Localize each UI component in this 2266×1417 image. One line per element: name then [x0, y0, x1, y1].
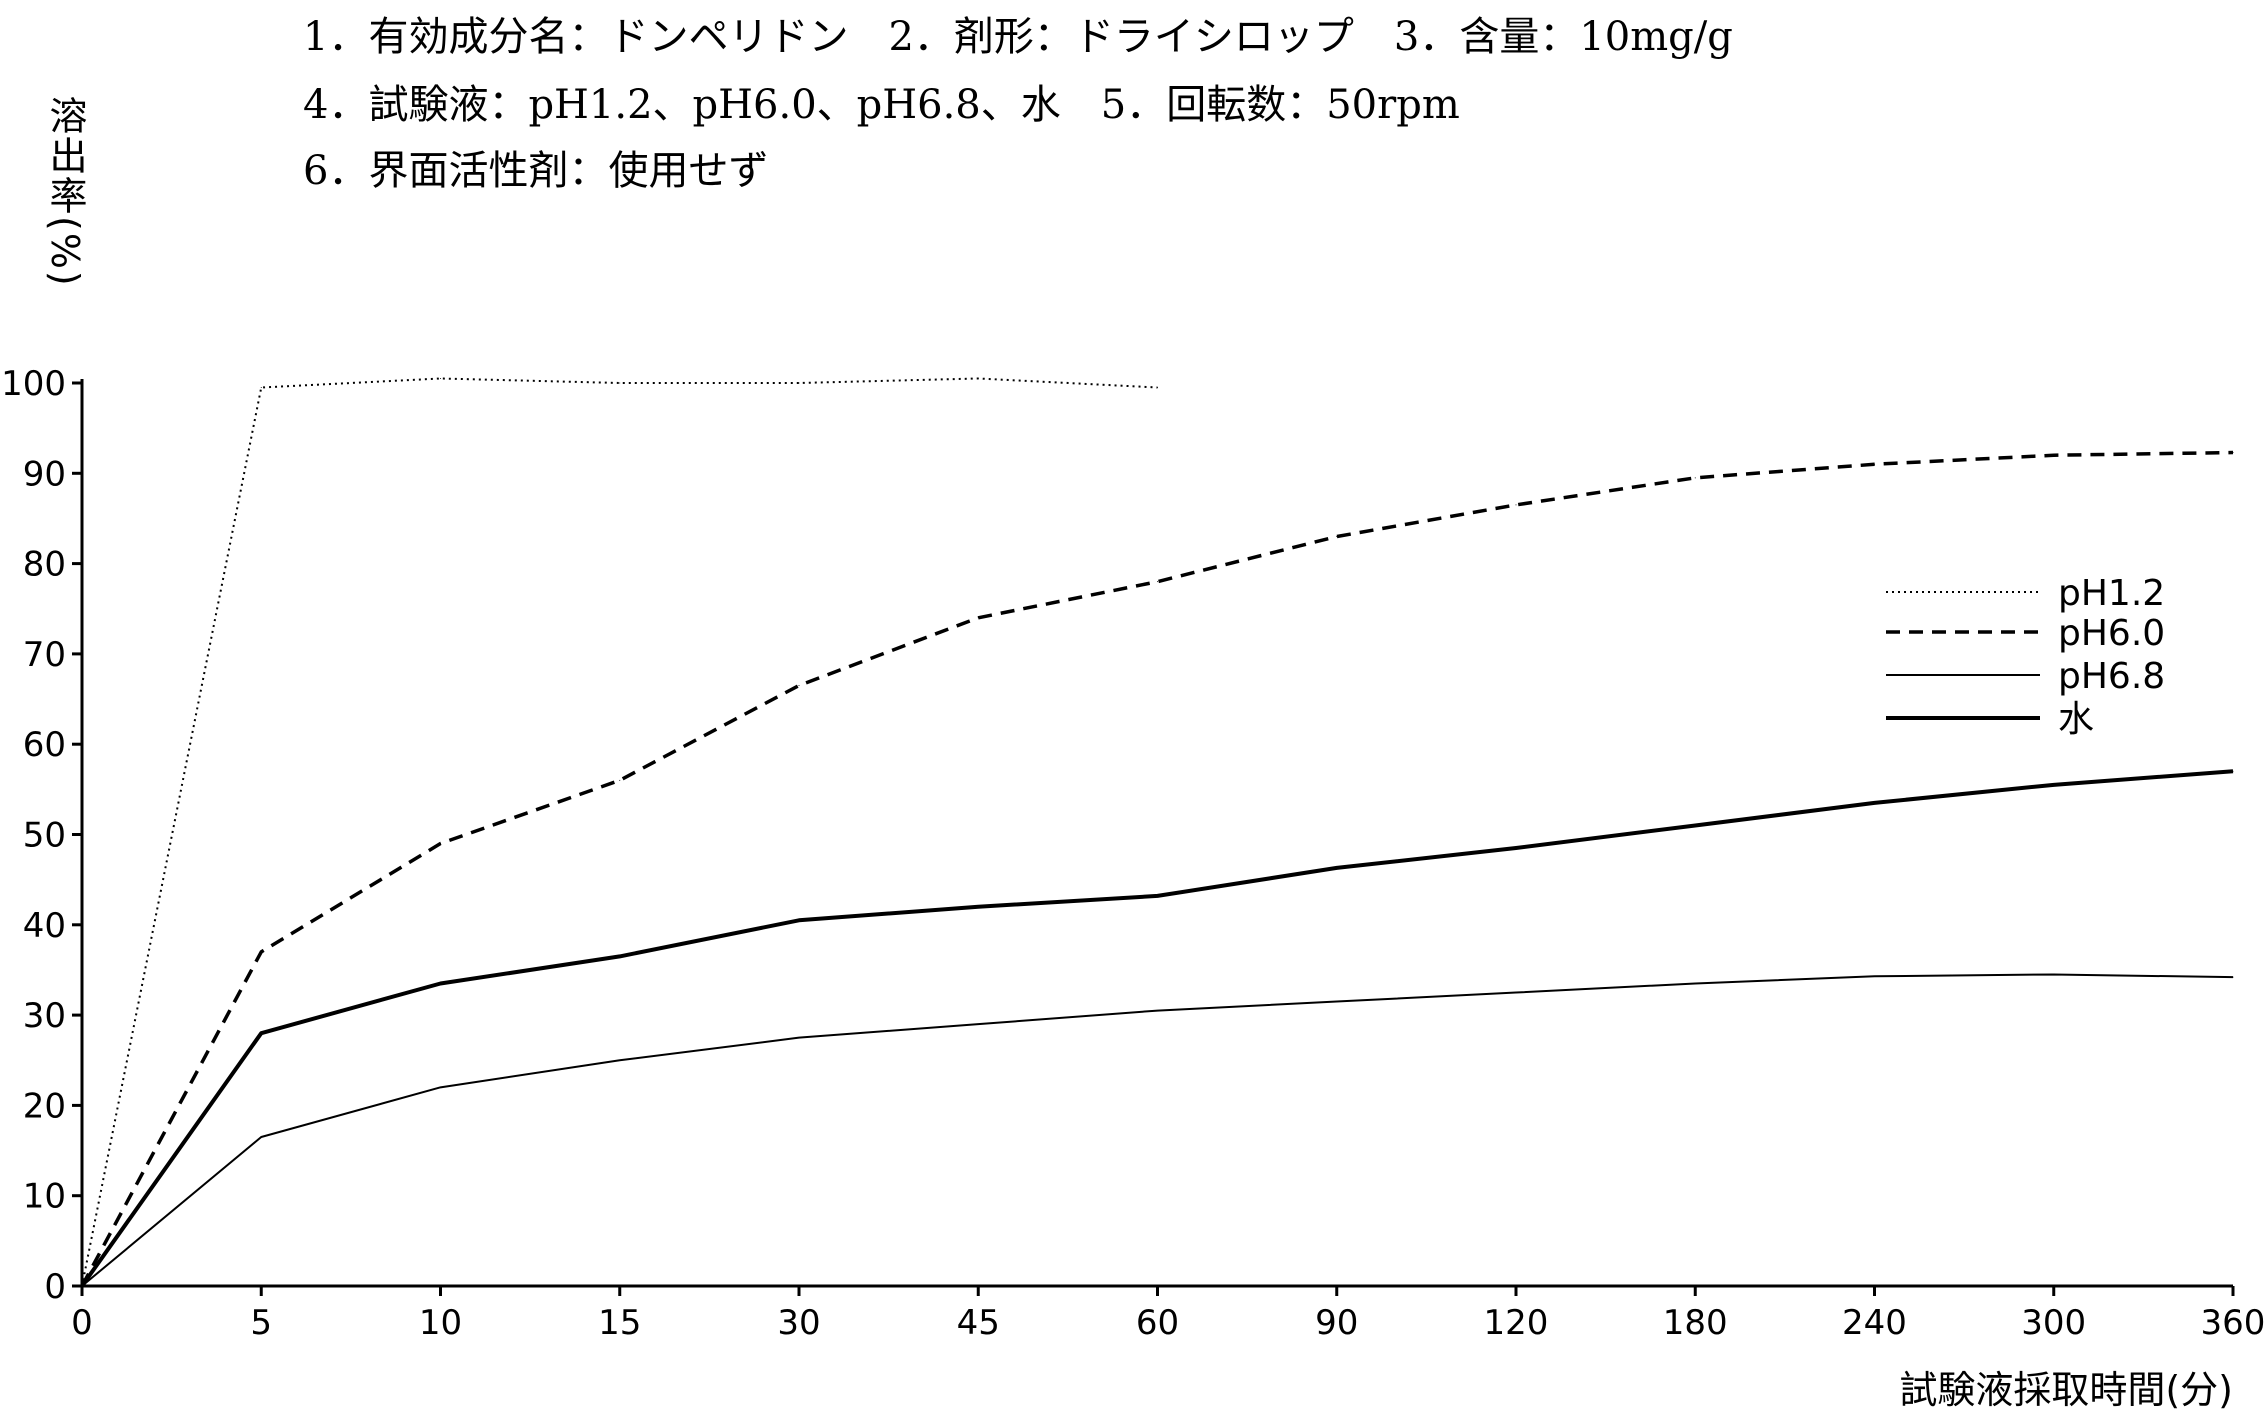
series-0-point — [260, 387, 262, 389]
x-tick-label: 300 — [2021, 1303, 2086, 1343]
series-3-point — [1694, 824, 1696, 826]
series-group — [80, 377, 2234, 1288]
series-0-point — [977, 377, 979, 379]
legend-label: pH6.8 — [2058, 656, 2165, 697]
series-3-point — [1874, 802, 1875, 804]
header-line-3: 6．界面活性剤：使用せず — [303, 148, 768, 194]
series-2-point — [1515, 992, 1517, 994]
series-0-point — [619, 382, 621, 384]
x-tick-label: 5 — [250, 1303, 272, 1343]
series-3-point — [1157, 895, 1158, 897]
series-3-point — [2232, 770, 2234, 772]
series-0-line — [81, 377, 1158, 1287]
series-3-point — [440, 982, 441, 984]
series-0-point — [440, 377, 441, 379]
series-3-point — [977, 906, 979, 908]
series-3-point — [619, 955, 621, 957]
series-3-point — [260, 1032, 262, 1034]
series-1-point — [1336, 536, 1338, 538]
series-1-point — [1515, 504, 1517, 506]
series-3-point — [81, 1285, 83, 1287]
x-axis-label: 試験液採取時間(分) — [1899, 1368, 2233, 1412]
header-line-1: 1．有効成分名：ドンペリドン 2．剤形：ドライシロップ 3．含量：10mg/g — [303, 14, 1733, 60]
x-tick-label: 10 — [419, 1303, 462, 1343]
legend-label: pH1.2 — [2058, 573, 2165, 614]
y-tick-label: 60 — [23, 725, 66, 765]
series-1-point — [1874, 463, 1875, 465]
series-0-point — [798, 382, 800, 384]
series-1-line — [80, 450, 2234, 1287]
y-tick-label: 90 — [23, 454, 66, 494]
series-1-point — [619, 779, 621, 781]
y-tick-label: 80 — [23, 545, 66, 585]
series-2-line — [81, 973, 2234, 1287]
series-2-point — [440, 1086, 441, 1088]
y-tick-label: 10 — [23, 1177, 66, 1217]
header-line-2: 4．試験液：pH1.2、pH6.0、pH6.8、水 5．回転数：50rpm — [303, 82, 1460, 128]
series-3-point — [1336, 867, 1338, 869]
series-2-point — [260, 1136, 262, 1138]
y-tick-label: 30 — [23, 996, 66, 1036]
x-tick-label: 15 — [598, 1303, 641, 1343]
series-2-point — [1694, 982, 1696, 984]
y-axis-label: 溶出率(%) — [43, 96, 87, 288]
x-tick-label: 0 — [71, 1303, 93, 1343]
series-3-line — [80, 769, 2234, 1288]
series-1-point — [440, 843, 441, 845]
series-3-point — [2053, 784, 2055, 786]
series-2-point — [619, 1059, 621, 1061]
y-tick-label: 50 — [23, 816, 66, 856]
series-2-point — [1336, 1001, 1338, 1003]
y-tick-label: 40 — [23, 906, 66, 946]
x-tick-label: 45 — [957, 1303, 1000, 1343]
y-tick-label: 0 — [44, 1267, 66, 1307]
series-2-point — [1157, 1010, 1158, 1012]
series-1-point — [1694, 477, 1696, 479]
series-2-point — [2232, 976, 2234, 978]
series-1-point — [2232, 452, 2234, 454]
x-tick-label: 120 — [1484, 1303, 1549, 1343]
series-2-point — [2053, 973, 2055, 975]
x-tick-label: 60 — [1136, 1303, 1179, 1343]
legend-label: 水 — [2058, 699, 2094, 740]
series-2-point — [1874, 975, 1875, 977]
series-1-point — [1157, 581, 1158, 583]
series-2-point — [798, 1037, 800, 1039]
y-tick-label: 100 — [1, 364, 66, 404]
y-tick-label: 70 — [23, 635, 66, 675]
series-2-point — [977, 1023, 979, 1025]
series-1-point — [798, 685, 800, 687]
y-tick-label: 20 — [23, 1086, 66, 1126]
x-tick-label: 180 — [1663, 1303, 1728, 1343]
series-1-point — [260, 951, 262, 953]
series-1-point — [977, 617, 979, 619]
series-3-point — [1515, 847, 1517, 849]
x-tick-label: 240 — [1842, 1303, 1907, 1343]
x-tick-label: 90 — [1315, 1303, 1358, 1343]
axes: 0 10 20 30 40 50 60 70 80 90 100 0 5 10 15 30 45 60 90 120 1… — [1, 364, 2265, 1343]
x-tick-label: 30 — [777, 1303, 820, 1343]
series-0-point — [1157, 387, 1158, 389]
x-tick-label: 360 — [2201, 1303, 2266, 1343]
series-1-point — [2053, 454, 2055, 456]
series-3-point — [798, 919, 800, 921]
legend-label: pH6.0 — [2058, 613, 2165, 654]
